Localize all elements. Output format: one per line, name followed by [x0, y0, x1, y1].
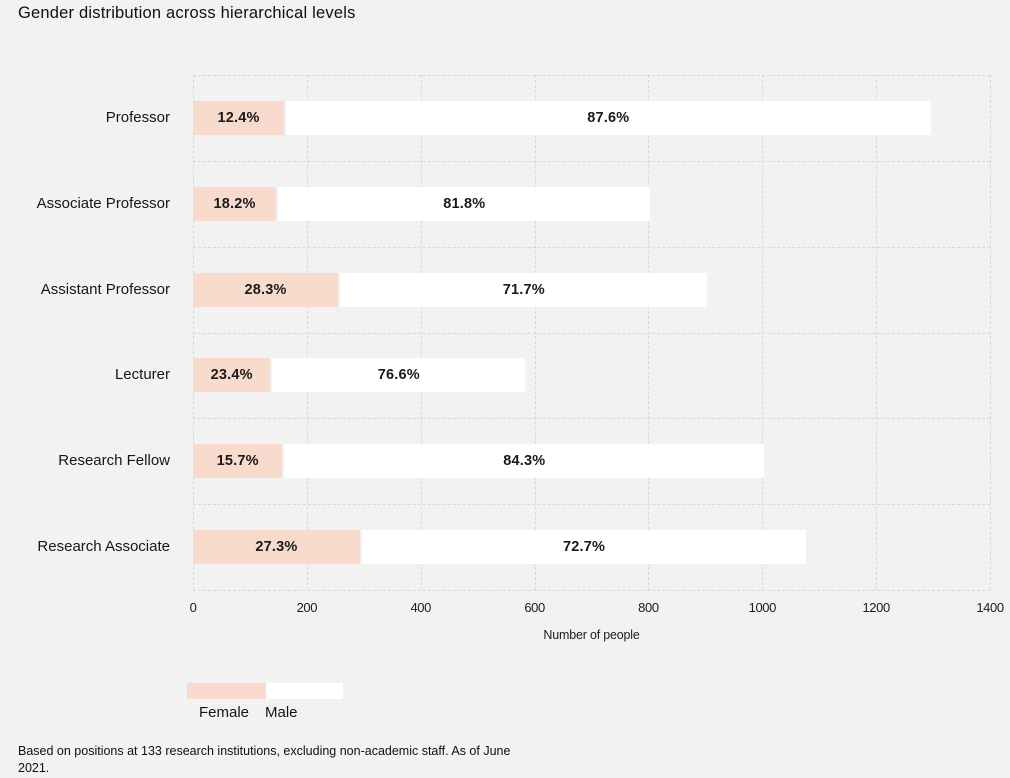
bar-segment-male: 81.8%	[278, 186, 651, 221]
x-axis-title: Number of people	[543, 628, 640, 642]
bar-segment-female: 28.3%	[193, 272, 339, 307]
bar-segment-female: 18.2%	[193, 186, 277, 221]
x-tick-label: 1000	[748, 600, 777, 615]
bar-segment-female: 23.4%	[193, 358, 271, 393]
x-tick-label: 200	[296, 600, 318, 615]
legend-swatch-male	[266, 683, 343, 699]
bar-segment-male: 72.7%	[361, 530, 807, 565]
bar-segment-male: 84.3%	[284, 444, 765, 479]
female-percentage-label: 28.3%	[244, 281, 287, 298]
x-tick-label: 400	[410, 600, 431, 615]
legend-label-female: Female	[199, 704, 250, 721]
male-percentage-label: 76.6%	[377, 367, 420, 384]
x-tick-label: 1400	[976, 600, 1004, 615]
male-percentage-label: 81.8%	[443, 195, 486, 212]
horizontal-gridline	[193, 75, 990, 76]
bar-segment-male: 76.6%	[272, 358, 526, 393]
x-tick-label: 1200	[862, 600, 890, 615]
footnote: Based on positions at 133 research insti…	[18, 744, 511, 776]
category-label: Research Fellow	[58, 452, 170, 470]
legend-label-male: Male	[265, 704, 298, 721]
bar-segment-male: 71.7%	[340, 272, 708, 307]
female-percentage-label: 27.3%	[255, 539, 298, 556]
horizontal-gridline	[193, 504, 990, 506]
horizontal-gridline	[193, 160, 990, 162]
category-label: Professor	[105, 108, 170, 126]
vertical-gridline	[990, 75, 991, 590]
category-label: Associate Professor	[36, 194, 170, 212]
female-percentage-label: 18.2%	[213, 195, 256, 212]
female-percentage-label: 15.7%	[216, 453, 259, 470]
horizontal-gridline	[193, 418, 990, 420]
category-label: Assistant Professor	[40, 280, 170, 298]
category-label: Research Associate	[37, 538, 170, 556]
female-percentage-label: 12.4%	[217, 109, 260, 126]
chart-title: Gender distribution across hierarchical …	[18, 4, 356, 22]
horizontal-gridline	[193, 246, 990, 248]
bar-segment-female: 12.4%	[193, 100, 285, 135]
x-tick-label: 600	[524, 600, 545, 615]
legend: Female Male	[187, 683, 407, 733]
legend-swatch-female	[187, 683, 266, 699]
horizontal-gridline	[193, 590, 990, 591]
male-percentage-label: 71.7%	[502, 281, 545, 298]
bar-segment-male: 87.6%	[286, 100, 931, 135]
male-percentage-label: 84.3%	[503, 453, 546, 470]
male-percentage-label: 72.7%	[563, 539, 606, 556]
bar-segment-female: 15.7%	[193, 444, 283, 479]
x-tick-label: 0	[189, 600, 197, 615]
horizontal-gridline	[193, 332, 990, 334]
bar-segment-female: 27.3%	[193, 530, 360, 565]
x-tick-label: 800	[638, 600, 659, 615]
male-percentage-label: 87.6%	[587, 109, 630, 126]
female-percentage-label: 23.4%	[210, 367, 253, 384]
category-label: Lecturer	[114, 366, 170, 384]
